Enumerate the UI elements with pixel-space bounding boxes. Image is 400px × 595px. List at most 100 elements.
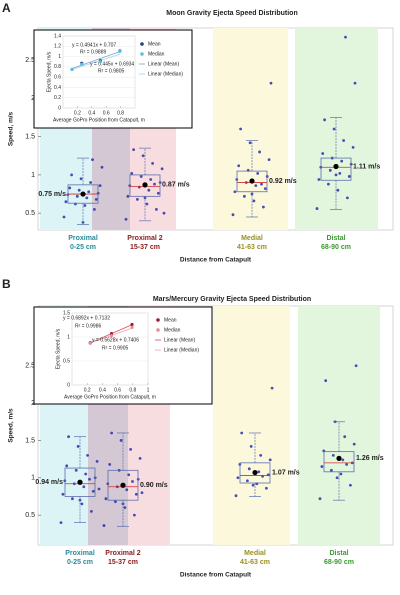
data-point bbox=[127, 473, 131, 477]
data-point bbox=[353, 81, 357, 85]
mean-marker bbox=[252, 469, 258, 476]
data-point bbox=[258, 150, 261, 154]
data-point bbox=[102, 524, 106, 527]
category-label: Medial bbox=[244, 550, 266, 557]
data-point bbox=[85, 196, 89, 200]
data-point bbox=[125, 488, 129, 492]
data-point bbox=[263, 187, 267, 191]
data-point bbox=[89, 181, 92, 184]
data-point bbox=[141, 154, 145, 158]
series-point bbox=[80, 62, 84, 66]
data-point bbox=[87, 190, 91, 194]
y-axis-label: Ejecta Speed, m/s bbox=[55, 328, 61, 369]
data-point bbox=[108, 462, 112, 466]
data-point bbox=[323, 118, 326, 122]
y-tick-label: 1 bbox=[31, 172, 35, 179]
x-tick-label: 0.2 bbox=[84, 387, 91, 393]
data-point bbox=[149, 178, 153, 181]
data-point bbox=[136, 197, 139, 201]
data-point bbox=[97, 487, 101, 491]
data-point bbox=[155, 207, 158, 211]
data-point bbox=[129, 448, 133, 451]
data-point bbox=[160, 167, 164, 171]
data-point bbox=[315, 207, 319, 210]
mean-label: 0.90 m/s bbox=[140, 482, 168, 489]
data-point bbox=[145, 202, 149, 206]
data-point bbox=[265, 486, 268, 490]
legend-label: Mean bbox=[148, 41, 161, 47]
category-range: 41-63 cm bbox=[237, 244, 267, 251]
data-point bbox=[140, 491, 144, 495]
series-point bbox=[118, 49, 122, 54]
x-tick-label: 0.4 bbox=[99, 387, 106, 393]
category-label: Medial bbox=[241, 235, 263, 242]
mean-marker bbox=[77, 479, 83, 485]
legend-label: Linear (Median) bbox=[164, 347, 199, 353]
fit-r2: R² = 0.9889 bbox=[80, 49, 106, 55]
x-axis-label: Distance from Catapult bbox=[180, 257, 252, 264]
data-point bbox=[126, 194, 130, 198]
y-tick-label: 0.2 bbox=[54, 95, 61, 101]
y-tick-label: 0.5 bbox=[25, 210, 35, 217]
data-point bbox=[256, 171, 260, 175]
y-tick-label: 0.4 bbox=[54, 85, 61, 91]
data-point bbox=[68, 186, 72, 190]
data-point bbox=[343, 435, 347, 439]
data-point bbox=[338, 171, 342, 175]
data-point bbox=[75, 194, 79, 198]
mean-label: 1.07 m/s bbox=[272, 469, 300, 476]
category-range: 41-63 cm bbox=[240, 559, 270, 566]
data-point bbox=[95, 459, 99, 463]
mean-label: 0.94 m/s bbox=[35, 479, 63, 486]
inset-plot bbox=[62, 35, 136, 109]
x-tick-label: 0.8 bbox=[129, 387, 136, 393]
legend-label: Median bbox=[148, 51, 165, 57]
x-tick-label: 1 bbox=[147, 387, 150, 393]
data-point bbox=[321, 152, 325, 155]
data-point bbox=[100, 165, 104, 169]
data-point bbox=[74, 468, 78, 472]
data-point bbox=[327, 182, 330, 186]
data-point bbox=[93, 207, 96, 211]
data-point bbox=[119, 439, 123, 442]
data-point bbox=[267, 158, 271, 162]
data-point bbox=[262, 205, 265, 209]
category-band bbox=[298, 306, 380, 545]
x-tick-label: 0.4 bbox=[88, 110, 95, 116]
data-point bbox=[61, 492, 65, 496]
data-point bbox=[336, 188, 340, 192]
data-point bbox=[98, 184, 102, 188]
data-point bbox=[132, 148, 136, 152]
data-point bbox=[239, 127, 243, 131]
x-axis-label: Average GoPro Position from Catapult, m bbox=[64, 394, 156, 400]
box bbox=[107, 469, 139, 501]
y-tick-label: 2 bbox=[31, 95, 35, 102]
y-tick-label: 0.5 bbox=[25, 512, 35, 519]
data-point bbox=[251, 483, 255, 487]
data-point bbox=[250, 192, 254, 196]
data-point bbox=[342, 139, 345, 142]
data-point bbox=[246, 479, 249, 483]
data-point bbox=[270, 386, 274, 390]
data-point bbox=[67, 435, 70, 439]
data-point bbox=[268, 458, 272, 462]
data-point bbox=[91, 158, 94, 162]
data-point bbox=[124, 217, 128, 221]
data-point bbox=[77, 188, 81, 192]
trend-line bbox=[71, 51, 121, 69]
mean-label: 0.75 m/s bbox=[38, 191, 66, 198]
y-tick-label: 0.8 bbox=[54, 64, 61, 70]
fit-r2: R² = 0.9986 bbox=[75, 323, 101, 329]
data-point bbox=[84, 472, 88, 476]
y-tick-label: 0.5 bbox=[63, 358, 70, 364]
legend-marker bbox=[156, 318, 160, 322]
category-range: 15-37 cm bbox=[108, 559, 138, 566]
data-point bbox=[345, 462, 348, 466]
data-point bbox=[123, 506, 127, 510]
category-label: Distal bbox=[329, 550, 348, 557]
data-point bbox=[339, 472, 343, 476]
category-range: 68-90 cm bbox=[321, 244, 351, 251]
data-point bbox=[341, 458, 345, 462]
category-label: Proximal 2 bbox=[127, 235, 163, 242]
